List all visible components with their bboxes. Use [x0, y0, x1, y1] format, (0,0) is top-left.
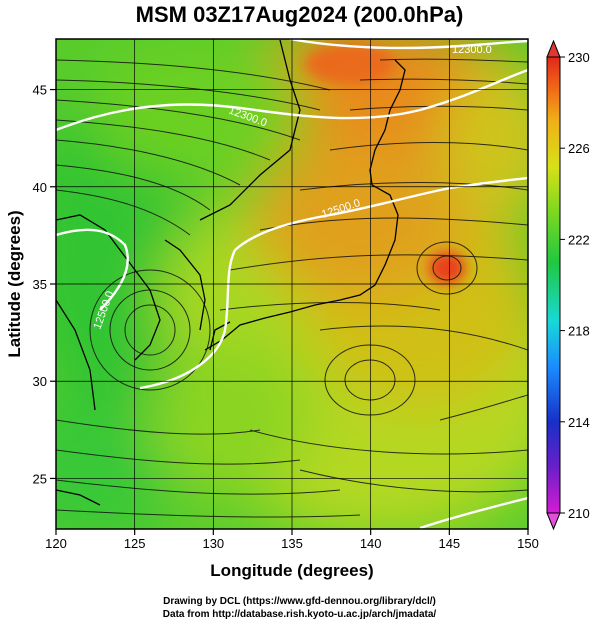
- colorbar-min-arrow: [546, 512, 561, 531]
- lon-axis: 120 125 130 135 140 145 150: [45, 529, 539, 551]
- x-axis-label: Longitude (degrees): [210, 561, 373, 580]
- colorbar: 230 226 222 218 214 210: [546, 39, 590, 531]
- map-title: MSM 03Z17Aug2024 (200.0hPa): [135, 2, 464, 27]
- colorbar-tick-label: 210: [568, 506, 590, 521]
- lat-tick-label: 45: [33, 83, 47, 98]
- colorbar-tick-label: 214: [568, 415, 590, 430]
- lon-tick-label: 130: [202, 536, 224, 551]
- colorbar-scale: [546, 56, 561, 514]
- lat-tick-label: 40: [33, 180, 47, 195]
- colorbar-tick-label: 222: [568, 232, 590, 247]
- lon-tick-label: 140: [360, 536, 382, 551]
- lon-tick-label: 150: [517, 536, 539, 551]
- lat-axis: 25 30 35 40 45: [33, 83, 56, 486]
- lat-tick-label: 35: [33, 277, 47, 292]
- colorbar-tick-label: 218: [568, 324, 590, 339]
- credit-drawing: Drawing by DCL (https://www.gfd-dennou.o…: [163, 596, 436, 607]
- colorbar-tick-label: 226: [568, 141, 590, 156]
- y-axis-label: Latitude (degrees): [5, 210, 24, 357]
- lon-tick-label: 125: [124, 536, 146, 551]
- colorbar-max-arrow: [546, 39, 561, 58]
- lon-tick-label: 135: [281, 536, 303, 551]
- credit-data: Data from http://database.rish.kyoto-u.a…: [162, 609, 437, 620]
- gridlines: [56, 39, 528, 529]
- lat-tick-label: 25: [33, 471, 47, 486]
- colorbar-tick-label: 230: [568, 50, 590, 65]
- contour-label: 12300.0: [452, 44, 492, 56]
- height-contours: [56, 39, 528, 529]
- lon-tick-label: 120: [45, 536, 67, 551]
- lon-tick-label: 145: [438, 536, 460, 551]
- lat-tick-label: 30: [33, 374, 47, 389]
- temperature-field: [56, 39, 528, 529]
